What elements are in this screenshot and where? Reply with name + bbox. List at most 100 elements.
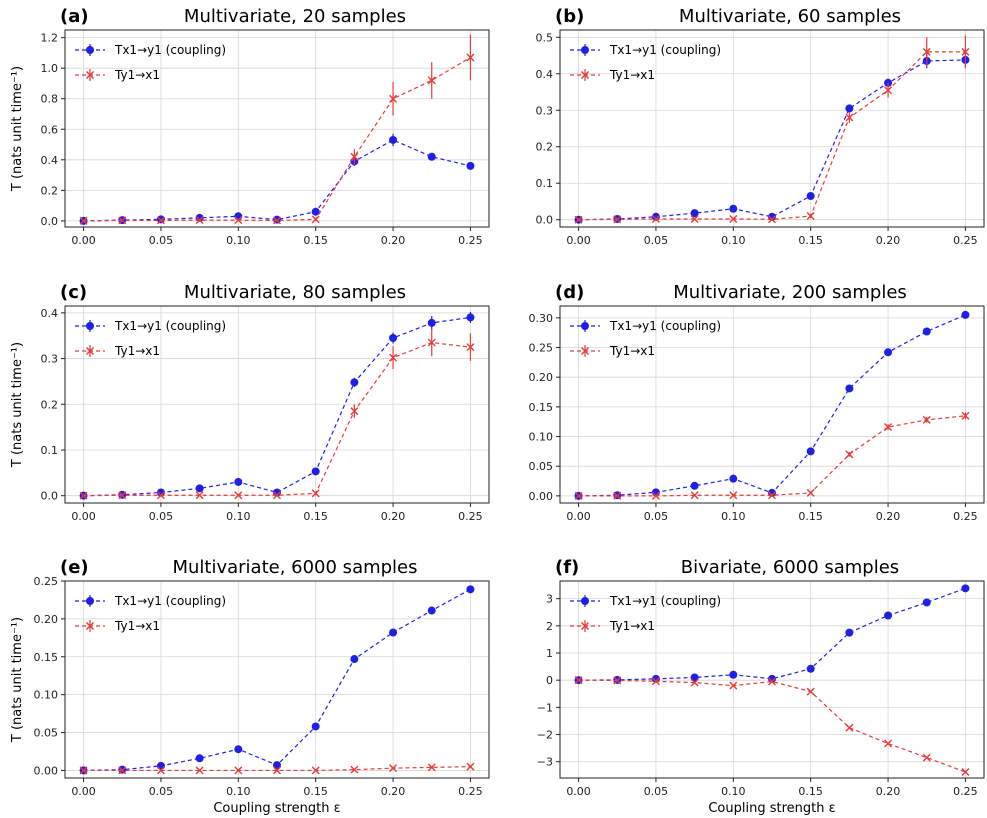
legend-item-reverse: Ty1→x1: [75, 619, 160, 633]
data-point: [922, 753, 931, 762]
panel-letter: (e): [60, 557, 89, 578]
legend-marker: [86, 71, 94, 79]
data-point: [195, 216, 204, 225]
data-point: [466, 762, 475, 771]
data-point: [427, 606, 436, 615]
y-tick-label: 1.2: [41, 32, 59, 45]
data-point: [389, 764, 398, 773]
data-point: [273, 216, 281, 225]
data-point: [79, 766, 88, 775]
data-point: [79, 491, 88, 500]
data-point: [884, 611, 893, 620]
panel-f: Bivariate, 6000 samples (f) 0.00 0.05 0.10 0.…: [537, 557, 985, 816]
data-point: [311, 215, 320, 224]
y-tick-label: 0: [546, 674, 553, 687]
y-tick-label: 0.15: [34, 651, 59, 664]
data-point: [350, 152, 359, 161]
data-point: [195, 754, 204, 763]
y-tick-label: 0.4: [41, 154, 59, 167]
data-point: [922, 598, 931, 607]
x-tick-label: 0.20: [876, 785, 901, 798]
legend: Tx1→y1 (coupling) Ty1→x1: [75, 43, 226, 82]
x-tick-label: 0.20: [381, 510, 406, 523]
data-point: [690, 678, 699, 687]
legend-label: Ty1→x1: [609, 68, 655, 82]
data-point: [690, 209, 699, 218]
data-point: [156, 761, 165, 770]
data-point: [806, 687, 815, 696]
panel-title: Multivariate, 60 samples: [679, 6, 901, 27]
x-tick-label: 0.15: [798, 510, 823, 523]
legend-label: Ty1→x1: [114, 68, 160, 82]
data-point: [806, 664, 815, 673]
legend-label: Ty1→x1: [114, 344, 160, 358]
series-forward: [79, 311, 475, 500]
series-line: [578, 679, 966, 773]
legend-marker: [86, 347, 94, 355]
y-tick-label: 0.3: [41, 353, 59, 366]
panel-letter: (c): [60, 282, 87, 303]
y-tick-label: 0.30: [529, 312, 554, 325]
y-tick-label: 0.6: [41, 123, 59, 136]
data-point: [922, 415, 931, 424]
legend-item-reverse: Ty1→x1: [75, 68, 160, 82]
data-point: [961, 47, 970, 56]
data-point: [768, 491, 776, 500]
x-tick-label: 0.10: [721, 785, 746, 798]
series-line: [83, 139, 471, 222]
legend-label: Ty1→x1: [609, 344, 655, 358]
data-point: [79, 216, 88, 225]
plot-frame: [64, 29, 490, 228]
data-point: [350, 378, 359, 387]
legend-label: Ty1→x1: [609, 619, 655, 633]
y-tick-label: 0.05: [529, 460, 554, 473]
y-tick-label: −2: [537, 729, 553, 742]
data-point: [651, 677, 660, 686]
legend: Tx1→y1 (coupling) Ty1→x1: [75, 319, 226, 358]
legend-label: Tx1→y1 (coupling): [114, 319, 226, 333]
data-point: [389, 333, 398, 342]
data-point: [884, 423, 893, 432]
data-point: [427, 318, 436, 327]
panel-letter: (b): [555, 6, 584, 27]
y-tick-label: 0.4: [536, 68, 554, 81]
x-tick-label: 0.00: [71, 785, 96, 798]
x-axis-label: Coupling strength ε: [213, 801, 340, 816]
legend-marker: [86, 622, 94, 630]
x-tick-label: 0.05: [149, 510, 174, 523]
series-line: [83, 766, 471, 772]
legend-label: Tx1→y1 (coupling): [609, 594, 721, 608]
x-tick-label: 0.00: [71, 234, 96, 247]
data-point: [273, 491, 281, 500]
panel-c: Multivariate, 80 samples (c) 0.00 0.05 0.10 0…: [10, 282, 490, 523]
legend-item-reverse: Ty1→x1: [570, 68, 655, 82]
y-tick-label: 0.1: [536, 177, 554, 190]
data-point: [427, 76, 436, 85]
y-tick-label: 0.00: [34, 764, 59, 777]
data-point: [651, 491, 660, 500]
panel-letter: (f): [555, 557, 579, 578]
data-point: [234, 766, 243, 775]
legend-marker: [581, 46, 589, 54]
legend-item-forward: Tx1→y1 (coupling): [570, 594, 721, 608]
y-tick-label: 0.05: [34, 727, 59, 740]
data-point: [311, 766, 320, 775]
data-point: [729, 681, 738, 690]
data-point: [884, 348, 893, 357]
plot-frame: [559, 580, 985, 779]
y-tick-label: 0.2: [41, 398, 59, 411]
x-tick-label: 0.25: [953, 510, 978, 523]
data-point: [806, 212, 815, 221]
x-tick-label: 0.00: [566, 510, 591, 523]
legend: Tx1→y1 (coupling) Ty1→x1: [75, 594, 226, 633]
legend-marker: [86, 597, 94, 605]
x-tick-label: 0.15: [798, 234, 823, 247]
panel-d: Multivariate, 200 samples (d) 0.00 0.05 0.10…: [529, 282, 985, 523]
plot-frame: [64, 580, 490, 779]
data-point: [466, 313, 475, 322]
y-tick-label: 0.25: [34, 575, 59, 588]
data-point: [806, 488, 815, 497]
legend-marker: [581, 597, 589, 605]
data-point: [961, 411, 970, 420]
panel-title: Multivariate, 80 samples: [184, 282, 406, 303]
